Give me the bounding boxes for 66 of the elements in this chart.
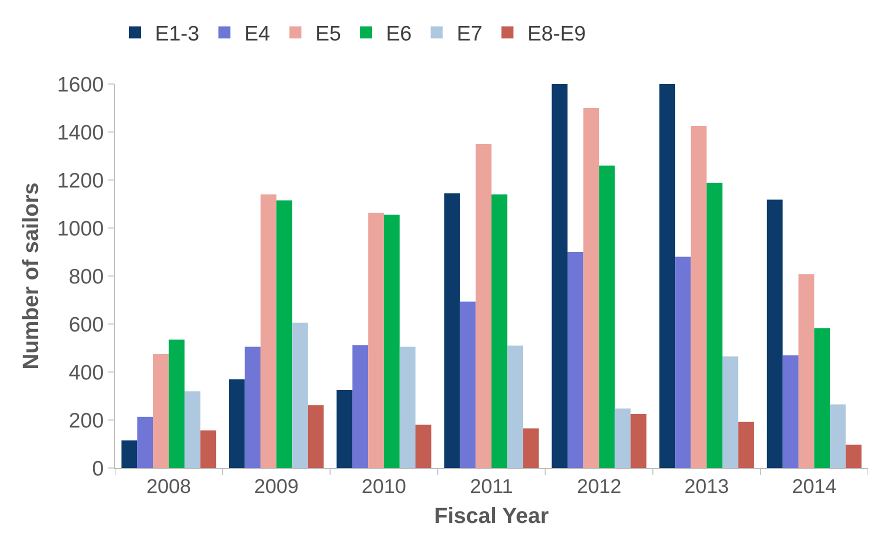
- bar: [352, 345, 368, 468]
- bar: [415, 424, 432, 468]
- bar: [830, 404, 846, 468]
- bar: [766, 200, 783, 468]
- y-tick-label: 800: [68, 265, 104, 288]
- bar: [738, 422, 754, 468]
- x-tick-label: 2008: [146, 476, 192, 498]
- bar: [552, 84, 568, 468]
- y-tick-label: 1600: [57, 73, 104, 96]
- bar: [675, 256, 691, 468]
- legend-label: E1-3: [155, 22, 200, 46]
- bar: [444, 193, 460, 468]
- bar: [814, 328, 830, 468]
- bar: [276, 200, 292, 468]
- legend-label: E6: [386, 22, 412, 46]
- x-axis-title: Fiscal Year: [434, 502, 550, 528]
- bar: [137, 416, 154, 468]
- y-axis-title: Number of sailors: [18, 182, 43, 370]
- bar: [308, 405, 324, 468]
- y-tick-label: 1400: [57, 121, 104, 144]
- bar: [583, 108, 600, 468]
- bar: [722, 356, 738, 468]
- x-tick-label: 2014: [792, 476, 836, 498]
- y-tick-label: 200: [68, 409, 104, 432]
- bar: [121, 440, 138, 468]
- bar: [336, 390, 352, 468]
- x-tick-label: 2013: [684, 476, 729, 498]
- y-tick-label: 1200: [57, 169, 104, 192]
- x-tick-label: 2012: [576, 476, 622, 498]
- legend-label: E5: [315, 22, 342, 46]
- bar: [798, 274, 814, 468]
- bar: [507, 346, 524, 468]
- bar: [168, 340, 185, 468]
- bar: [614, 408, 631, 468]
- legend-label: E4: [244, 22, 270, 46]
- legend-label: E7: [456, 22, 482, 46]
- bar: [292, 322, 308, 468]
- y-tick-label: 400: [68, 361, 104, 384]
- x-tick-label: 2010: [362, 476, 406, 498]
- bar: [568, 252, 584, 468]
- bar: [260, 194, 276, 468]
- bar: [476, 144, 492, 468]
- bar: [244, 346, 261, 468]
- bar: [184, 391, 200, 468]
- bar: [659, 84, 676, 468]
- y-tick-label: 1000: [57, 217, 104, 240]
- y-tick-label: 600: [68, 313, 104, 336]
- y-tick-label: 0: [92, 457, 104, 480]
- bar: [384, 214, 400, 468]
- bar: [630, 414, 646, 468]
- legend-label: E8-E9: [527, 22, 586, 46]
- bar: [706, 182, 722, 468]
- x-tick-label: 2009: [254, 476, 299, 498]
- bar: [200, 430, 216, 468]
- bar: [400, 346, 416, 468]
- bar: [368, 212, 384, 468]
- bar: [782, 355, 798, 468]
- bar: [599, 166, 615, 468]
- bar: [690, 126, 707, 468]
- bar: [523, 428, 539, 468]
- bar: [153, 354, 169, 468]
- bar: [229, 379, 245, 468]
- bar: [492, 194, 508, 468]
- bar: [846, 444, 862, 468]
- bar: [460, 302, 476, 468]
- x-tick-label: 2011: [470, 476, 514, 498]
